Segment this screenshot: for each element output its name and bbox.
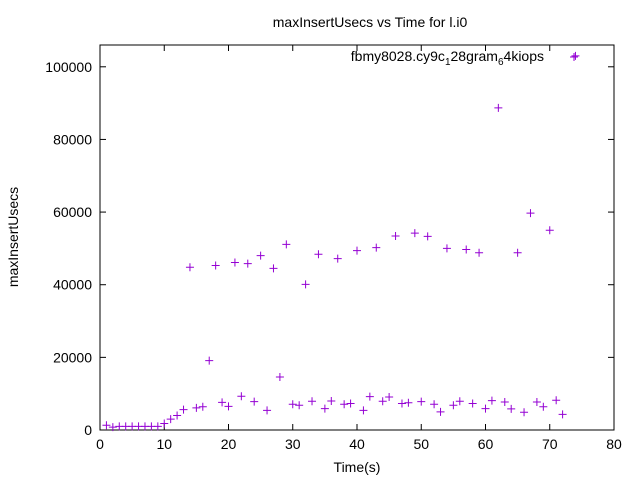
data-point [571,51,580,60]
data-point [340,400,349,409]
data-point [378,397,387,406]
data-point [468,399,477,408]
data-point [308,397,317,406]
legend-label-part: 4kiops [504,48,544,64]
data-point [423,232,432,241]
data-point [539,402,548,411]
data-point [487,396,496,405]
data-point [333,254,342,263]
y-axis: 0 20000 40000 60000 80000 100000 [45,59,614,438]
x-tick-label: 20 [221,436,237,452]
data-point [153,422,162,431]
y-tick-label: 100000 [45,59,92,75]
data-point [275,372,284,381]
data-points [102,51,580,432]
data-point [237,392,246,401]
data-point [372,243,381,252]
data-point [442,244,451,253]
data-point [365,392,374,401]
data-point [108,423,117,432]
data-point [552,396,561,405]
data-point [462,245,471,254]
data-point [250,397,259,406]
legend: fbmy8028.cy9c128gram64kiops [351,48,578,68]
x-tick-label: 50 [413,436,429,452]
data-point [192,403,201,412]
data-point [185,263,194,272]
y-tick-label: 60000 [53,204,92,220]
data-point [295,401,304,410]
y-tick-label: 0 [84,422,92,438]
data-point [520,408,529,417]
data-point [301,280,310,289]
data-point [256,251,265,260]
y-tick-label: 20000 [53,349,92,365]
data-point [397,399,406,408]
data-point [526,209,535,218]
data-point [532,398,541,407]
legend-label-part: 28gram [451,48,498,64]
data-point [513,248,522,257]
data-point [359,406,368,415]
data-point [263,406,272,415]
legend-label: fbmy8028.cy9c128gram64kiops [351,48,544,68]
x-axis-label: Time(s) [334,459,381,475]
data-point [173,411,182,420]
data-point [230,258,239,267]
data-point [507,404,516,413]
data-point [218,398,227,407]
chart-title: maxInsertUsecs vs Time for l.i0 [273,14,468,30]
data-point [417,397,426,406]
data-point [545,226,554,235]
data-point [455,397,464,406]
data-point [327,396,336,405]
data-point [353,246,361,255]
data-point [166,415,175,424]
legend-label-part: fbmy8028.cy9c [351,48,445,64]
data-point [288,400,297,409]
data-point [391,232,400,241]
data-point [346,399,355,408]
x-tick-label: 80 [606,436,622,452]
y-tick-label: 40000 [53,277,92,293]
data-point [198,402,207,411]
data-point [494,103,503,112]
data-point [558,410,567,419]
data-point [243,259,252,268]
data-point [320,404,329,413]
x-tick-label: 40 [349,436,365,452]
data-point [224,402,233,411]
data-point [481,404,490,413]
data-point [102,421,111,430]
x-tick-label: 60 [478,436,494,452]
data-point [475,248,484,257]
data-point [160,419,169,428]
x-tick-label: 0 [96,436,104,452]
data-point [282,240,291,249]
x-axis: 0 10 20 30 40 50 60 70 80 [96,45,622,452]
data-point [385,392,394,401]
data-point [269,264,278,273]
x-tick-label: 70 [542,436,558,452]
data-point [211,261,220,270]
legend-label-part: 1 [445,57,451,68]
data-point [410,229,419,238]
data-point [205,356,214,365]
x-tick-label: 30 [285,436,301,452]
data-point [500,398,509,407]
data-point [449,401,458,410]
legend-label-part: 6 [498,57,504,68]
data-point [314,250,323,259]
y-axis-label: maxInsertUsecs [5,187,21,287]
legend-marker [570,53,578,61]
y-tick-label: 80000 [53,131,92,147]
data-point [179,405,188,414]
data-point [430,400,439,409]
data-point [404,398,413,407]
data-point [436,407,445,416]
x-tick-label: 10 [156,436,172,452]
